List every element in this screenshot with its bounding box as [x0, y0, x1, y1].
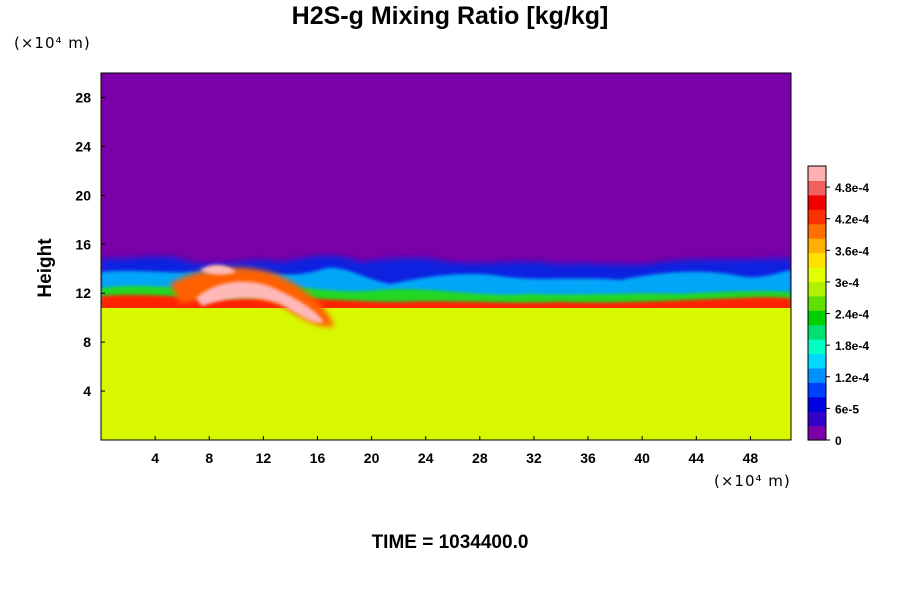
colorbar-frame: [807, 165, 827, 441]
y-tick-label: 16: [75, 236, 91, 252]
colorbar-swatch: [808, 223, 826, 239]
y-axis-unit: (×10⁴ m): [14, 34, 91, 52]
x-tick-label: 8: [205, 450, 213, 466]
colorbar-swatch: [808, 324, 826, 340]
x-tick-label: 40: [634, 450, 650, 466]
x-axis-ticks: 4 8 12 16 20 24 28 32 36 40 44 48: [151, 436, 758, 466]
colorbar-swatch: [808, 281, 826, 297]
colorbar-swatch: [808, 367, 826, 383]
colorbar-tick-label: 1.8e-4: [835, 339, 869, 353]
colorbar-swatch: [808, 310, 826, 326]
y-tick-label: 8: [83, 334, 91, 350]
plot-area: [101, 73, 791, 440]
colorbar-tick-label: 4.2e-4: [835, 213, 869, 227]
colorbar-tick-label: 1.2e-4: [835, 371, 869, 385]
y-axis-ticks: 4 8 12 16 20 24 28: [75, 89, 105, 399]
x-tick-label: 16: [310, 450, 326, 466]
x-tick-label: 20: [364, 450, 380, 466]
colorbar-tick-label: 2.4e-4: [835, 308, 869, 322]
plot-frame: [100, 72, 792, 441]
colorbar-swatch: [808, 425, 826, 441]
x-tick-label: 24: [418, 450, 434, 466]
colorbar-swatch: [808, 180, 826, 196]
y-tick-label: 12: [75, 285, 91, 301]
x-tick-label: 12: [256, 450, 272, 466]
x-axis-unit: (×10⁴ m): [714, 472, 791, 490]
colorbar-tick-label: 6e-5: [835, 402, 859, 416]
colorbar-tick-label: 4.8e-4: [835, 181, 869, 195]
x-tick-label: 44: [689, 450, 705, 466]
x-tick-label: 36: [580, 450, 596, 466]
y-tick-label: 4: [83, 383, 91, 399]
colorbar-swatch: [808, 238, 826, 254]
y-tick-label: 24: [75, 138, 91, 154]
x-tick-label: 4: [151, 450, 159, 466]
y-tick-label: 20: [75, 187, 91, 203]
colorbar-swatch: [808, 396, 826, 412]
colorbar-tick-label: 3.6e-4: [835, 244, 869, 258]
field-peak-plume: [196, 281, 324, 323]
colorbar-swatch: [808, 339, 826, 355]
y-tick-label: 28: [75, 89, 91, 105]
chart-title: H2S-g Mixing Ratio [kg/kg]: [291, 2, 609, 30]
x-tick-label: 32: [526, 450, 542, 466]
colorbar-swatch: [808, 194, 826, 210]
x-tick-label: 28: [472, 450, 488, 466]
field-lower: [101, 308, 791, 440]
field-peak-upper: [200, 264, 236, 275]
colorbar-swatch: [808, 266, 826, 282]
colorbar-swatch: [808, 353, 826, 369]
colorbar-tick-label: 0: [835, 434, 842, 448]
colorbar-swatch: [808, 209, 826, 225]
x-tick-label: 48: [743, 450, 759, 466]
colorbar: 4.8e-4 4.2e-4 3.6e-4 3e-4 2.4e-4 1.8e-4 1.2e-4…: [807, 165, 869, 448]
time-label: TIME = 1034400.0: [371, 532, 529, 553]
colorbar-swatch: [808, 252, 826, 268]
colorbar-swatch: [808, 166, 826, 182]
colorbar-swatch: [808, 411, 826, 427]
colorbar-swatch: [808, 295, 826, 311]
colorbar-tick-label: 3e-4: [835, 276, 859, 290]
colorbar-swatch: [808, 382, 826, 398]
